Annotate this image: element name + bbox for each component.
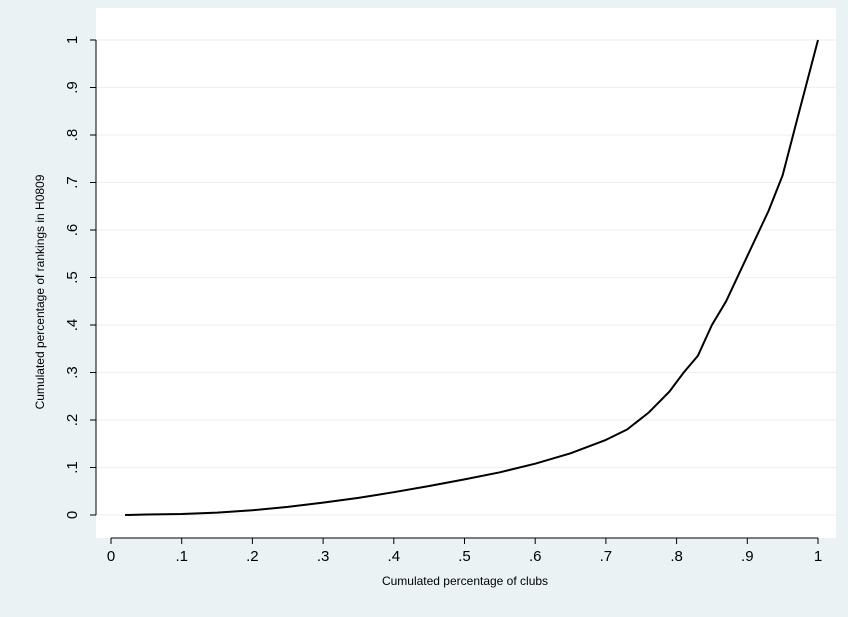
x-tick-label: .4 — [388, 548, 401, 565]
x-tick-label: .3 — [317, 548, 330, 565]
plot-area-background — [96, 8, 836, 538]
x-axis-title: Cumulated percentage of clubs — [382, 574, 548, 588]
x-tick-label: .1 — [175, 548, 188, 565]
y-tick-label: .1 — [64, 461, 81, 474]
gridlines — [96, 39, 836, 516]
x-tick-label: .2 — [246, 548, 259, 565]
y-tick-label: .6 — [64, 224, 81, 237]
x-tick-label: .9 — [741, 548, 754, 565]
y-tick-label: 1 — [64, 36, 81, 44]
y-tick-labels: 0 .1 .2 .3 .4 .5 .6 .7 .8 .9 1 — [64, 36, 81, 519]
x-tick-label: .7 — [600, 548, 613, 565]
y-tick-label: .3 — [64, 366, 81, 379]
x-tick-label: .8 — [670, 548, 683, 565]
x-tick-label: .5 — [458, 548, 471, 565]
x-tick-label: 0 — [107, 548, 115, 565]
x-tick-labels: 0 .1 .2 .3 .4 .5 .6 .7 .8 .9 1 — [107, 548, 822, 565]
x-axis-ticks — [110, 538, 819, 544]
x-tick-label: 1 — [814, 548, 822, 565]
y-tick-label: .2 — [64, 414, 81, 427]
y-axis-title: Cumulated percentage of rankings in H080… — [33, 174, 47, 409]
y-tick-label: .4 — [64, 319, 81, 332]
y-tick-label: .5 — [64, 271, 81, 284]
y-axis-ticks — [90, 39, 96, 516]
y-tick-label: .9 — [64, 81, 81, 94]
x-tick-label: .6 — [529, 548, 542, 565]
y-tick-label: .7 — [64, 176, 81, 189]
y-tick-label: .8 — [64, 129, 81, 142]
series-line — [125, 39, 819, 516]
y-tick-label: 0 — [64, 511, 81, 519]
